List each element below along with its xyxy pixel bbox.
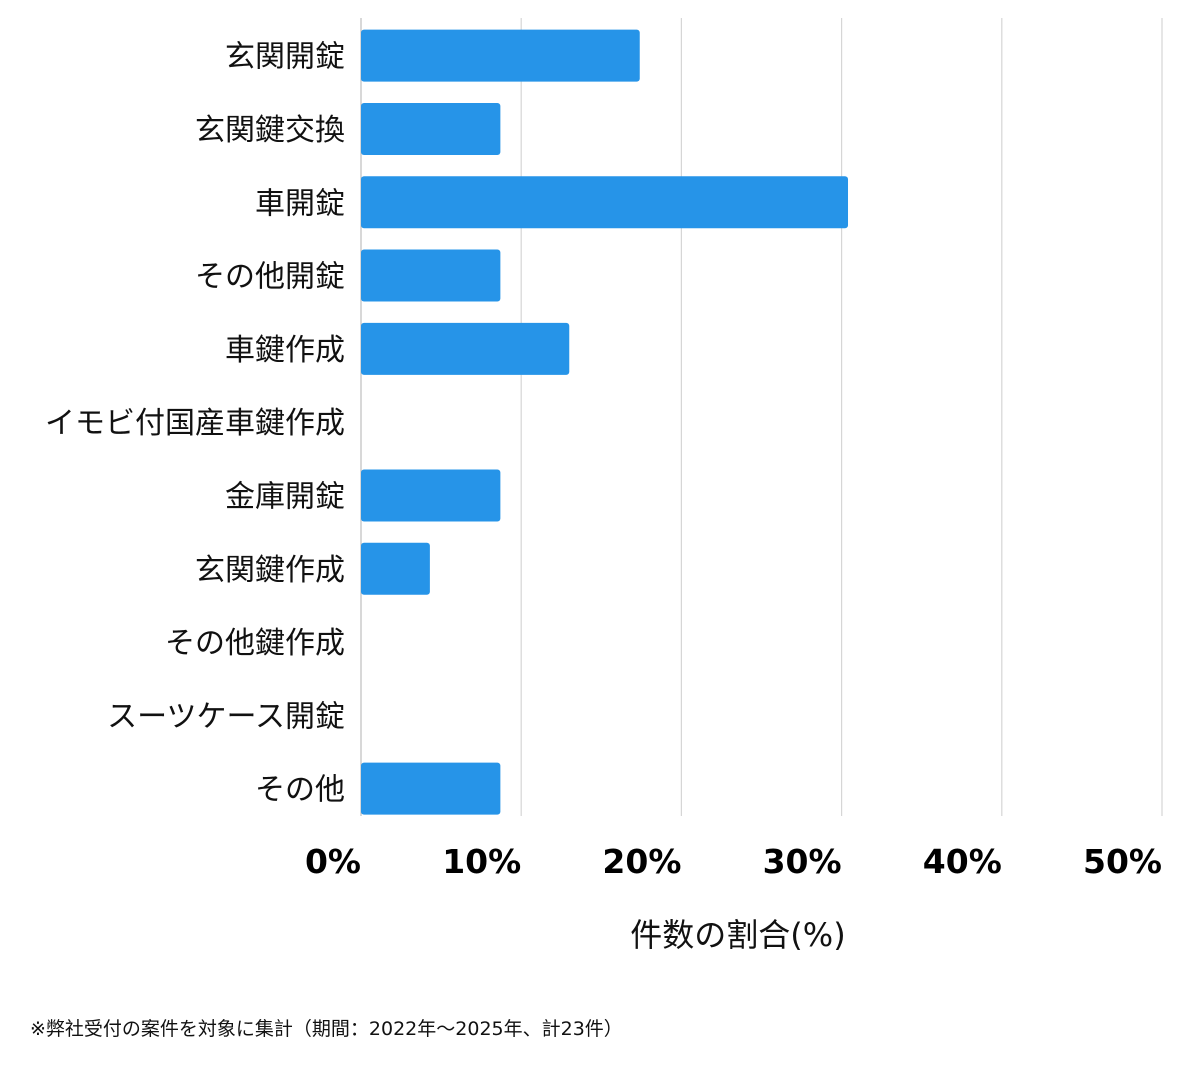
bar [361,322,570,375]
category-label: その他開錠 [195,260,345,295]
bars [361,29,849,815]
x-tick-label: 40% [923,842,1002,881]
category-label: 金庫開錠 [225,479,345,514]
category-label: その他鍵作成 [165,626,345,661]
x-tick-label: 10% [442,842,521,881]
category-label: 玄関鍵作成 [195,553,345,588]
bar [361,29,640,82]
category-labels: 玄関開錠玄関鍵交換車開錠その他開錠車鍵作成イモビ付国産車鍵作成金庫開錠玄関鍵作成… [45,40,345,808]
x-axis-label: 件数の割合(%) [630,916,845,954]
category-label: 玄関鍵交換 [195,113,345,148]
footnote: ※弊社受付の案件を対象に集計（期間：2022年〜2025年、計23件） [30,1018,623,1040]
bar [361,102,501,155]
category-label: その他 [255,773,345,808]
category-label: 車開錠 [255,186,345,221]
x-tick-label: 0% [305,842,361,881]
category-label: 玄関開錠 [225,40,345,75]
category-label: 車鍵作成 [225,333,345,368]
bar [361,469,501,522]
x-tick-labels: 0% 10% 20% 30% 40% 50% [305,842,1162,881]
bar [361,249,501,302]
bar [361,176,849,229]
category-label: イモビ付国産車鍵作成 [45,406,345,441]
grid-lines [360,18,1163,816]
category-label: スーツケース開錠 [107,699,345,734]
bar-chart: 玄関開錠玄関鍵交換車開錠その他開錠車鍵作成イモビ付国産車鍵作成金庫開錠玄関鍵作成… [45,18,1163,954]
x-tick-label: 30% [763,842,842,881]
x-tick-label: 50% [1083,842,1162,881]
x-tick-label: 20% [602,842,681,881]
bar [361,762,501,815]
bar [361,542,430,595]
